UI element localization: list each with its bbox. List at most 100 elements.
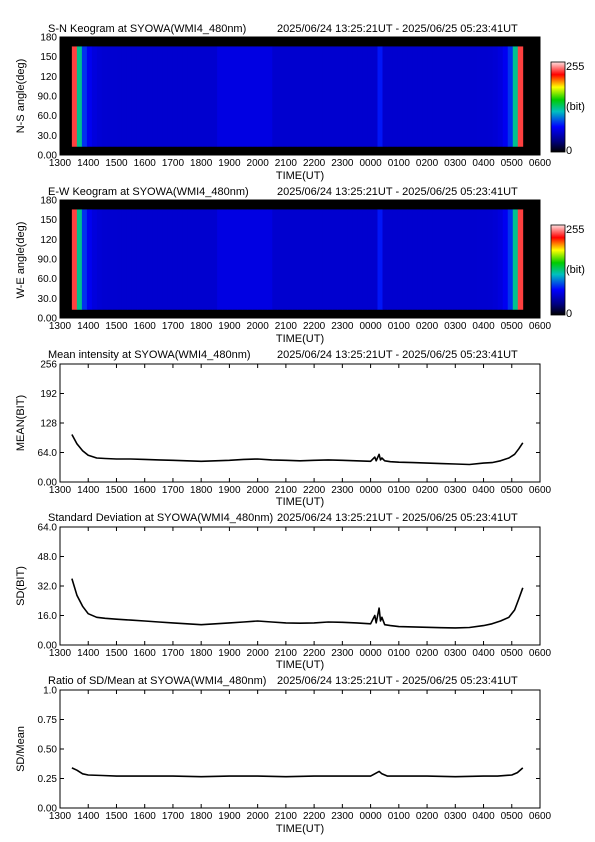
keogram-cell <box>317 209 323 310</box>
x-tick-label: 0100 <box>388 811 411 822</box>
x-tick-label: 2000 <box>247 158 270 169</box>
x-tick-label: 1800 <box>190 485 213 496</box>
keogram-cell <box>327 46 333 147</box>
x-tick-label: 2300 <box>331 648 354 659</box>
y-tick-label: 120 <box>40 235 57 246</box>
panel-title-left: Ratio of SD/Mean at SYOWA(WMI4_480nm) <box>48 675 266 687</box>
keogram-cell <box>347 46 353 147</box>
keogram-cell <box>71 209 78 310</box>
keogram-cell <box>172 46 178 147</box>
panel-sd-mean-ratio: Ratio of SD/Mean at SYOWA(WMI4_480nm) 20… <box>15 675 552 835</box>
keogram-cell <box>232 209 238 310</box>
x-tick-label: 2100 <box>275 321 298 332</box>
x-tick-label: 0400 <box>472 811 495 822</box>
x-tick-label: 2000 <box>247 648 270 659</box>
keogram-cell <box>262 209 268 310</box>
x-tick-label: 0200 <box>416 485 439 496</box>
colorbar-unit-label: (bit) <box>566 101 585 113</box>
keogram-cell <box>337 209 343 310</box>
keogram-cell <box>272 46 278 147</box>
x-tick-label: 0600 <box>529 648 552 659</box>
x-tick-label: 2100 <box>275 648 298 659</box>
x-axis-label: TIME(UT) <box>276 496 324 508</box>
keogram-cell <box>182 46 188 147</box>
keogram-cell <box>467 46 474 147</box>
x-tick-label: 0200 <box>416 321 439 332</box>
y-tick-label: 32.0 <box>38 582 58 593</box>
y-tick-label: 64.0 <box>38 448 58 459</box>
keogram-cell <box>357 46 363 147</box>
keogram-cell <box>342 209 348 310</box>
keogram-cell <box>257 46 263 147</box>
keogram-cell <box>457 46 464 147</box>
x-tick-label: 1600 <box>134 158 157 169</box>
keogram-cell <box>247 209 253 310</box>
colorbar-unit-label: (bit) <box>566 264 585 276</box>
panel-title-right: 2025/06/24 13:25:21UT - 2025/06/25 05:23… <box>277 675 518 687</box>
x-tick-label: 0500 <box>501 158 524 169</box>
keogram-cell <box>487 46 494 147</box>
keogram-cell <box>342 46 348 147</box>
x-tick-label: 0300 <box>444 811 467 822</box>
x-tick-label: 0500 <box>501 321 524 332</box>
keogram-cell <box>111 209 118 310</box>
keogram-cell <box>417 209 423 310</box>
keogram-cell <box>487 209 494 310</box>
keogram-cell <box>237 209 243 310</box>
x-tick-label: 1500 <box>105 158 128 169</box>
x-tick-label: 2200 <box>303 485 326 496</box>
panel-title-left: Standard Deviation at SYOWA(WMI4_480nm) <box>48 512 273 524</box>
keogram-cell <box>422 46 428 147</box>
keogram-cell <box>442 46 449 147</box>
x-tick-label: 1800 <box>190 648 213 659</box>
x-tick-label: 1600 <box>134 648 157 659</box>
x-tick-label: 1300 <box>49 321 72 332</box>
x-tick-label: 0100 <box>388 648 411 659</box>
keogram-cell <box>136 209 143 310</box>
keogram-cell <box>482 46 489 147</box>
y-tick-label: 120 <box>40 72 57 83</box>
keogram-cell <box>126 46 133 147</box>
y-tick-label: 90.0 <box>38 92 58 103</box>
x-axis-label: TIME(UT) <box>276 333 324 345</box>
colorbar-max-label: 255 <box>566 61 584 73</box>
keogram-cell <box>302 46 308 147</box>
keogram-cell <box>227 209 233 310</box>
keogram-cell <box>472 46 479 147</box>
x-tick-label: 1300 <box>49 485 72 496</box>
keogram-cell <box>152 46 158 147</box>
keogram-cell <box>116 46 123 147</box>
y-tick-label: 90.0 <box>38 255 58 266</box>
x-axis-label: TIME(UT) <box>276 823 324 835</box>
keogram-cell <box>147 209 153 310</box>
keogram-cell <box>332 209 338 310</box>
keogram-cell <box>147 46 153 147</box>
keogram-cell <box>292 46 298 147</box>
keogram-cell <box>232 46 238 147</box>
keogram-cell <box>452 209 459 310</box>
x-tick-label: 2300 <box>331 485 354 496</box>
panel-title-right: 2025/06/24 13:25:21UT - 2025/06/25 05:23… <box>277 186 518 198</box>
keogram-cell <box>367 46 373 147</box>
keogram-cell <box>447 46 454 147</box>
series-line <box>71 578 524 629</box>
keogram-cell <box>242 209 248 310</box>
x-tick-label: 2000 <box>247 485 270 496</box>
keogram-cell <box>247 46 253 147</box>
colorbar-min-label: 0 <box>566 145 572 157</box>
y-tick-label: 0.00 <box>38 151 58 162</box>
keogram-cell <box>297 209 303 310</box>
keogram-cell <box>402 46 408 147</box>
colorbar-min-label: 0 <box>566 308 572 320</box>
keogram-cell <box>357 209 363 310</box>
x-tick-label: 1300 <box>49 811 72 822</box>
y-tick-label: 48.0 <box>38 552 58 563</box>
keogram-cell <box>157 46 163 147</box>
x-tick-label: 0100 <box>388 158 411 169</box>
keogram-cell <box>282 46 288 147</box>
keogram-cell <box>497 46 504 147</box>
x-tick-label: 1500 <box>105 648 128 659</box>
keogram-cell <box>212 209 218 310</box>
x-tick-label: 1900 <box>218 648 241 659</box>
